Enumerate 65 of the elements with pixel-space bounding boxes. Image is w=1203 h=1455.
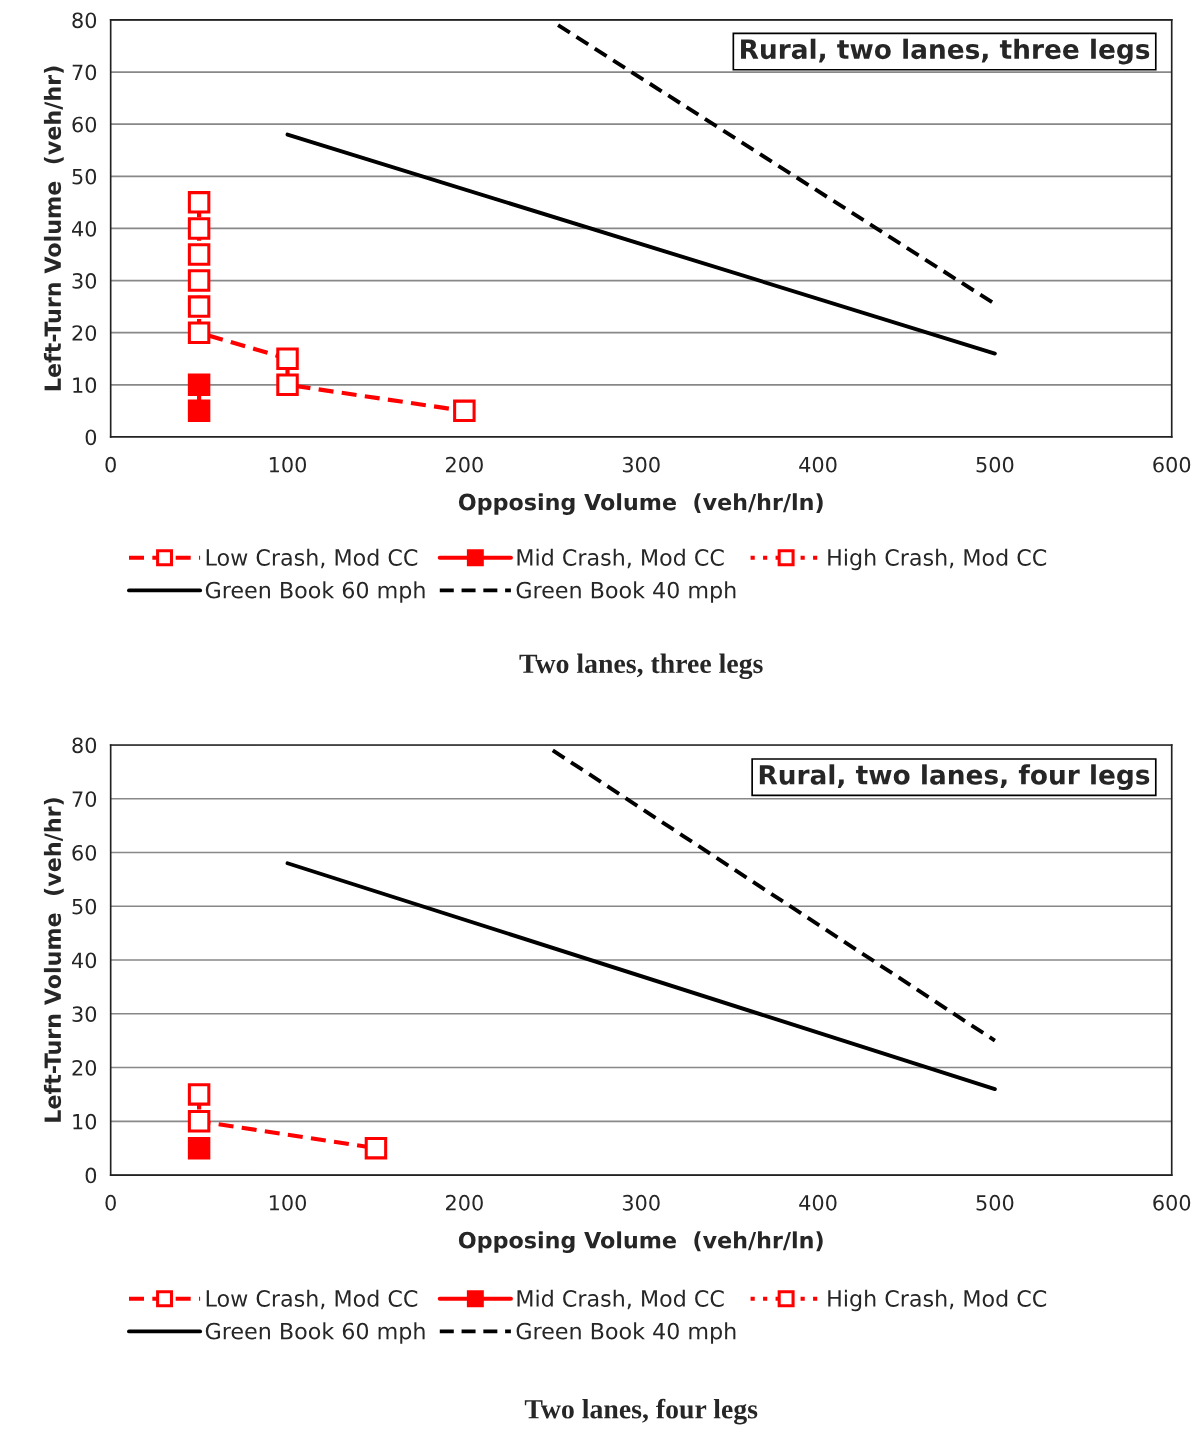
x-tick-label: 0 (105, 1194, 116, 1211)
y-tick-label: 70 (72, 791, 97, 807)
y-axis-title: Left-Turn Volume (veh/hr) (43, 798, 64, 1122)
legend-label: Green Book 60 mph (205, 1322, 425, 1344)
x-tick-label: 200 (446, 456, 483, 473)
y-axis-title: Left-Turn Volume (veh/hr) (43, 66, 64, 391)
y-tick-label: 0 (85, 1167, 97, 1184)
legend-label: Green Book 40 mph (516, 581, 736, 603)
point (276, 347, 299, 370)
x-tick-label: 300 (622, 456, 660, 473)
x-tick-label: 200 (446, 1194, 483, 1211)
y-tick-label: 0 (85, 429, 97, 446)
x-tick-label: 100 (269, 1194, 307, 1211)
y-tick-label: 30 (72, 1006, 97, 1022)
legend-label: Green Book 40 mph (516, 1322, 736, 1344)
y-tick-label: 10 (73, 1113, 97, 1130)
point (187, 373, 211, 397)
point (187, 1083, 211, 1106)
x-tick-label: 400 (799, 456, 837, 473)
point (187, 269, 211, 292)
legend-label: Mid Crash, Mod CC (517, 1289, 724, 1310)
x-tick-label: 600 (1153, 456, 1191, 473)
point (187, 191, 211, 214)
y-tick-label: 30 (72, 273, 97, 289)
text: Two lanes, three legs (519, 653, 763, 679)
annotation: Rural, two lanes, three legs (741, 38, 1150, 65)
text: Two lanes, four legs (524, 1398, 758, 1425)
x-axis-title: Opposing Volume (veh/hr/ln) (458, 1231, 823, 1254)
point (187, 295, 211, 318)
legend-label: Low Crash, Mod CC (206, 1289, 418, 1310)
point (187, 1110, 211, 1133)
point (187, 399, 211, 423)
x-tick-label: 0 (105, 456, 116, 473)
y-tick-label: 40 (71, 220, 97, 237)
x-tick-label: 600 (1153, 1194, 1191, 1211)
point (364, 1136, 388, 1160)
y-tick-label: 80 (72, 737, 97, 754)
legend-label: High Crash, Mod CC (828, 1289, 1047, 1312)
y-tick-label: 80 (72, 12, 97, 29)
point (453, 399, 476, 423)
legend-label: Low Crash, Mod CC (206, 548, 418, 569)
point (187, 321, 211, 344)
y-tick-label: 10 (73, 377, 97, 394)
y-tick-label: 50 (72, 168, 97, 185)
y-tick-label: 50 (72, 898, 97, 915)
y-tick-label: 60 (72, 844, 97, 861)
point (187, 243, 211, 266)
x-tick-label: 300 (622, 1194, 660, 1211)
x-tick-label: 500 (976, 456, 1014, 473)
y-tick-label: 70 (72, 64, 97, 81)
legend-label: Green Book 60 mph (205, 581, 425, 603)
point (187, 1136, 211, 1160)
legend-label: High Crash, Mod CC (828, 548, 1047, 571)
x-tick-label: 100 (269, 456, 307, 473)
y-tick-label: 60 (72, 116, 97, 133)
y-tick-label: 40 (71, 952, 97, 969)
legend-label: Mid Crash, Mod CC (517, 548, 724, 569)
y-tick-label: 20 (72, 325, 97, 341)
x-tick-label: 400 (799, 1194, 837, 1211)
point (187, 217, 211, 240)
y-tick-label: 20 (72, 1059, 97, 1076)
x-axis-title: Opposing Volume (veh/hr/ln) (458, 493, 823, 515)
annotation: Rural, two lanes, four legs (759, 764, 1150, 791)
x-tick-label: 500 (976, 1194, 1014, 1211)
point (276, 373, 299, 397)
